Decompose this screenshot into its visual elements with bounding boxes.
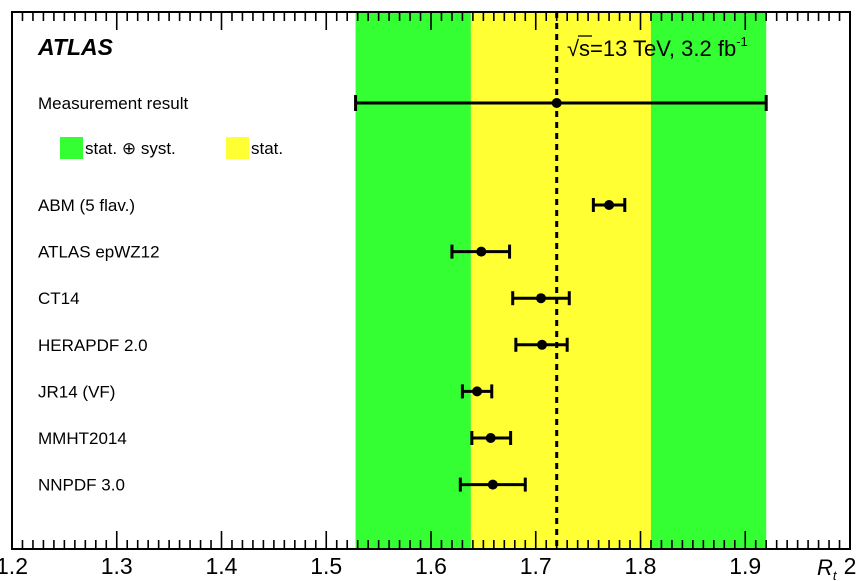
prediction-label: JR14 (VF) [38, 382, 115, 401]
prediction-point [537, 339, 548, 350]
x-axis: 1.2 1.3 1.4 1.5 1.6 1.7 1.8 1.9 2 [0, 12, 856, 579]
prediction-row: HERAPDF 2.0 [38, 336, 569, 355]
x-axis-label: Rt [817, 555, 838, 581]
prediction-row: CT14 [38, 289, 571, 308]
x-tick-label: 1.2 [0, 553, 28, 579]
energy-label: √ s=13 TeV, 3.2 fb-1 [567, 34, 748, 61]
x-tick-label: 2 [844, 553, 857, 579]
prediction-label: NNPDF 3.0 [38, 476, 125, 495]
prediction-point [604, 200, 615, 210]
x-tick-label: 1.6 [415, 553, 447, 579]
energy-text: =13 TeV, 3.2 fb [590, 36, 736, 61]
x-tick-label: 1.9 [729, 553, 761, 579]
prediction-label: MMHT2014 [38, 429, 127, 448]
prediction-label: ABM (5 flav.) [38, 196, 135, 215]
svg-text:√: √ [567, 36, 580, 61]
prediction-row: ABM (5 flav.) [38, 196, 627, 215]
prediction-point [472, 386, 483, 397]
legend: stat. ⊕ syst. stat. [60, 137, 283, 159]
prediction-label: ATLAS epWZ12 [38, 243, 160, 262]
prediction-row: JR14 (VF) [38, 382, 494, 401]
x-tick-label: 1.7 [520, 553, 552, 579]
x-tick-label: 1.3 [101, 553, 133, 579]
prediction-point [487, 479, 498, 490]
energy-sup: -1 [736, 34, 748, 49]
x-tick-label: 1.8 [625, 553, 657, 579]
prediction-label: HERAPDF 2.0 [38, 336, 148, 355]
stat-uncertainty-band [470, 12, 651, 549]
x-tick-label: 1.5 [310, 553, 342, 579]
prediction-label: CT14 [38, 289, 80, 308]
prediction-row: NNPDF 3.0 [38, 476, 527, 495]
plot-frame [11, 11, 851, 550]
legend-total-label: stat. ⊕ syst. [85, 139, 176, 158]
prediction-row: ATLAS epWZ12 [38, 243, 512, 262]
prediction-point [485, 433, 496, 443]
x-tick-label: 1.4 [206, 553, 238, 579]
legend-total-swatch [60, 137, 83, 159]
energy-prefix: s [579, 36, 590, 61]
legend-stat-swatch [226, 137, 249, 159]
measurement-label: Measurement result [38, 94, 189, 113]
legend-stat-label: stat. [251, 139, 283, 158]
uncertainty-bands [355, 12, 767, 549]
predictions-group: ABM (5 flav.) ATLAS epWZ12 CT14 HERAPDF 2.0… [38, 196, 627, 495]
measurement-point [551, 98, 562, 108]
experiment-label: ATLAS [37, 34, 114, 60]
measurement-group: Measurement result [38, 94, 768, 113]
prediction-row: MMHT2014 [38, 429, 513, 448]
prediction-point [535, 293, 546, 304]
svg-text:s=13 TeV, 3.2 fb-1: s=13 TeV, 3.2 fb-1 [579, 34, 748, 61]
prediction-point [476, 246, 487, 257]
